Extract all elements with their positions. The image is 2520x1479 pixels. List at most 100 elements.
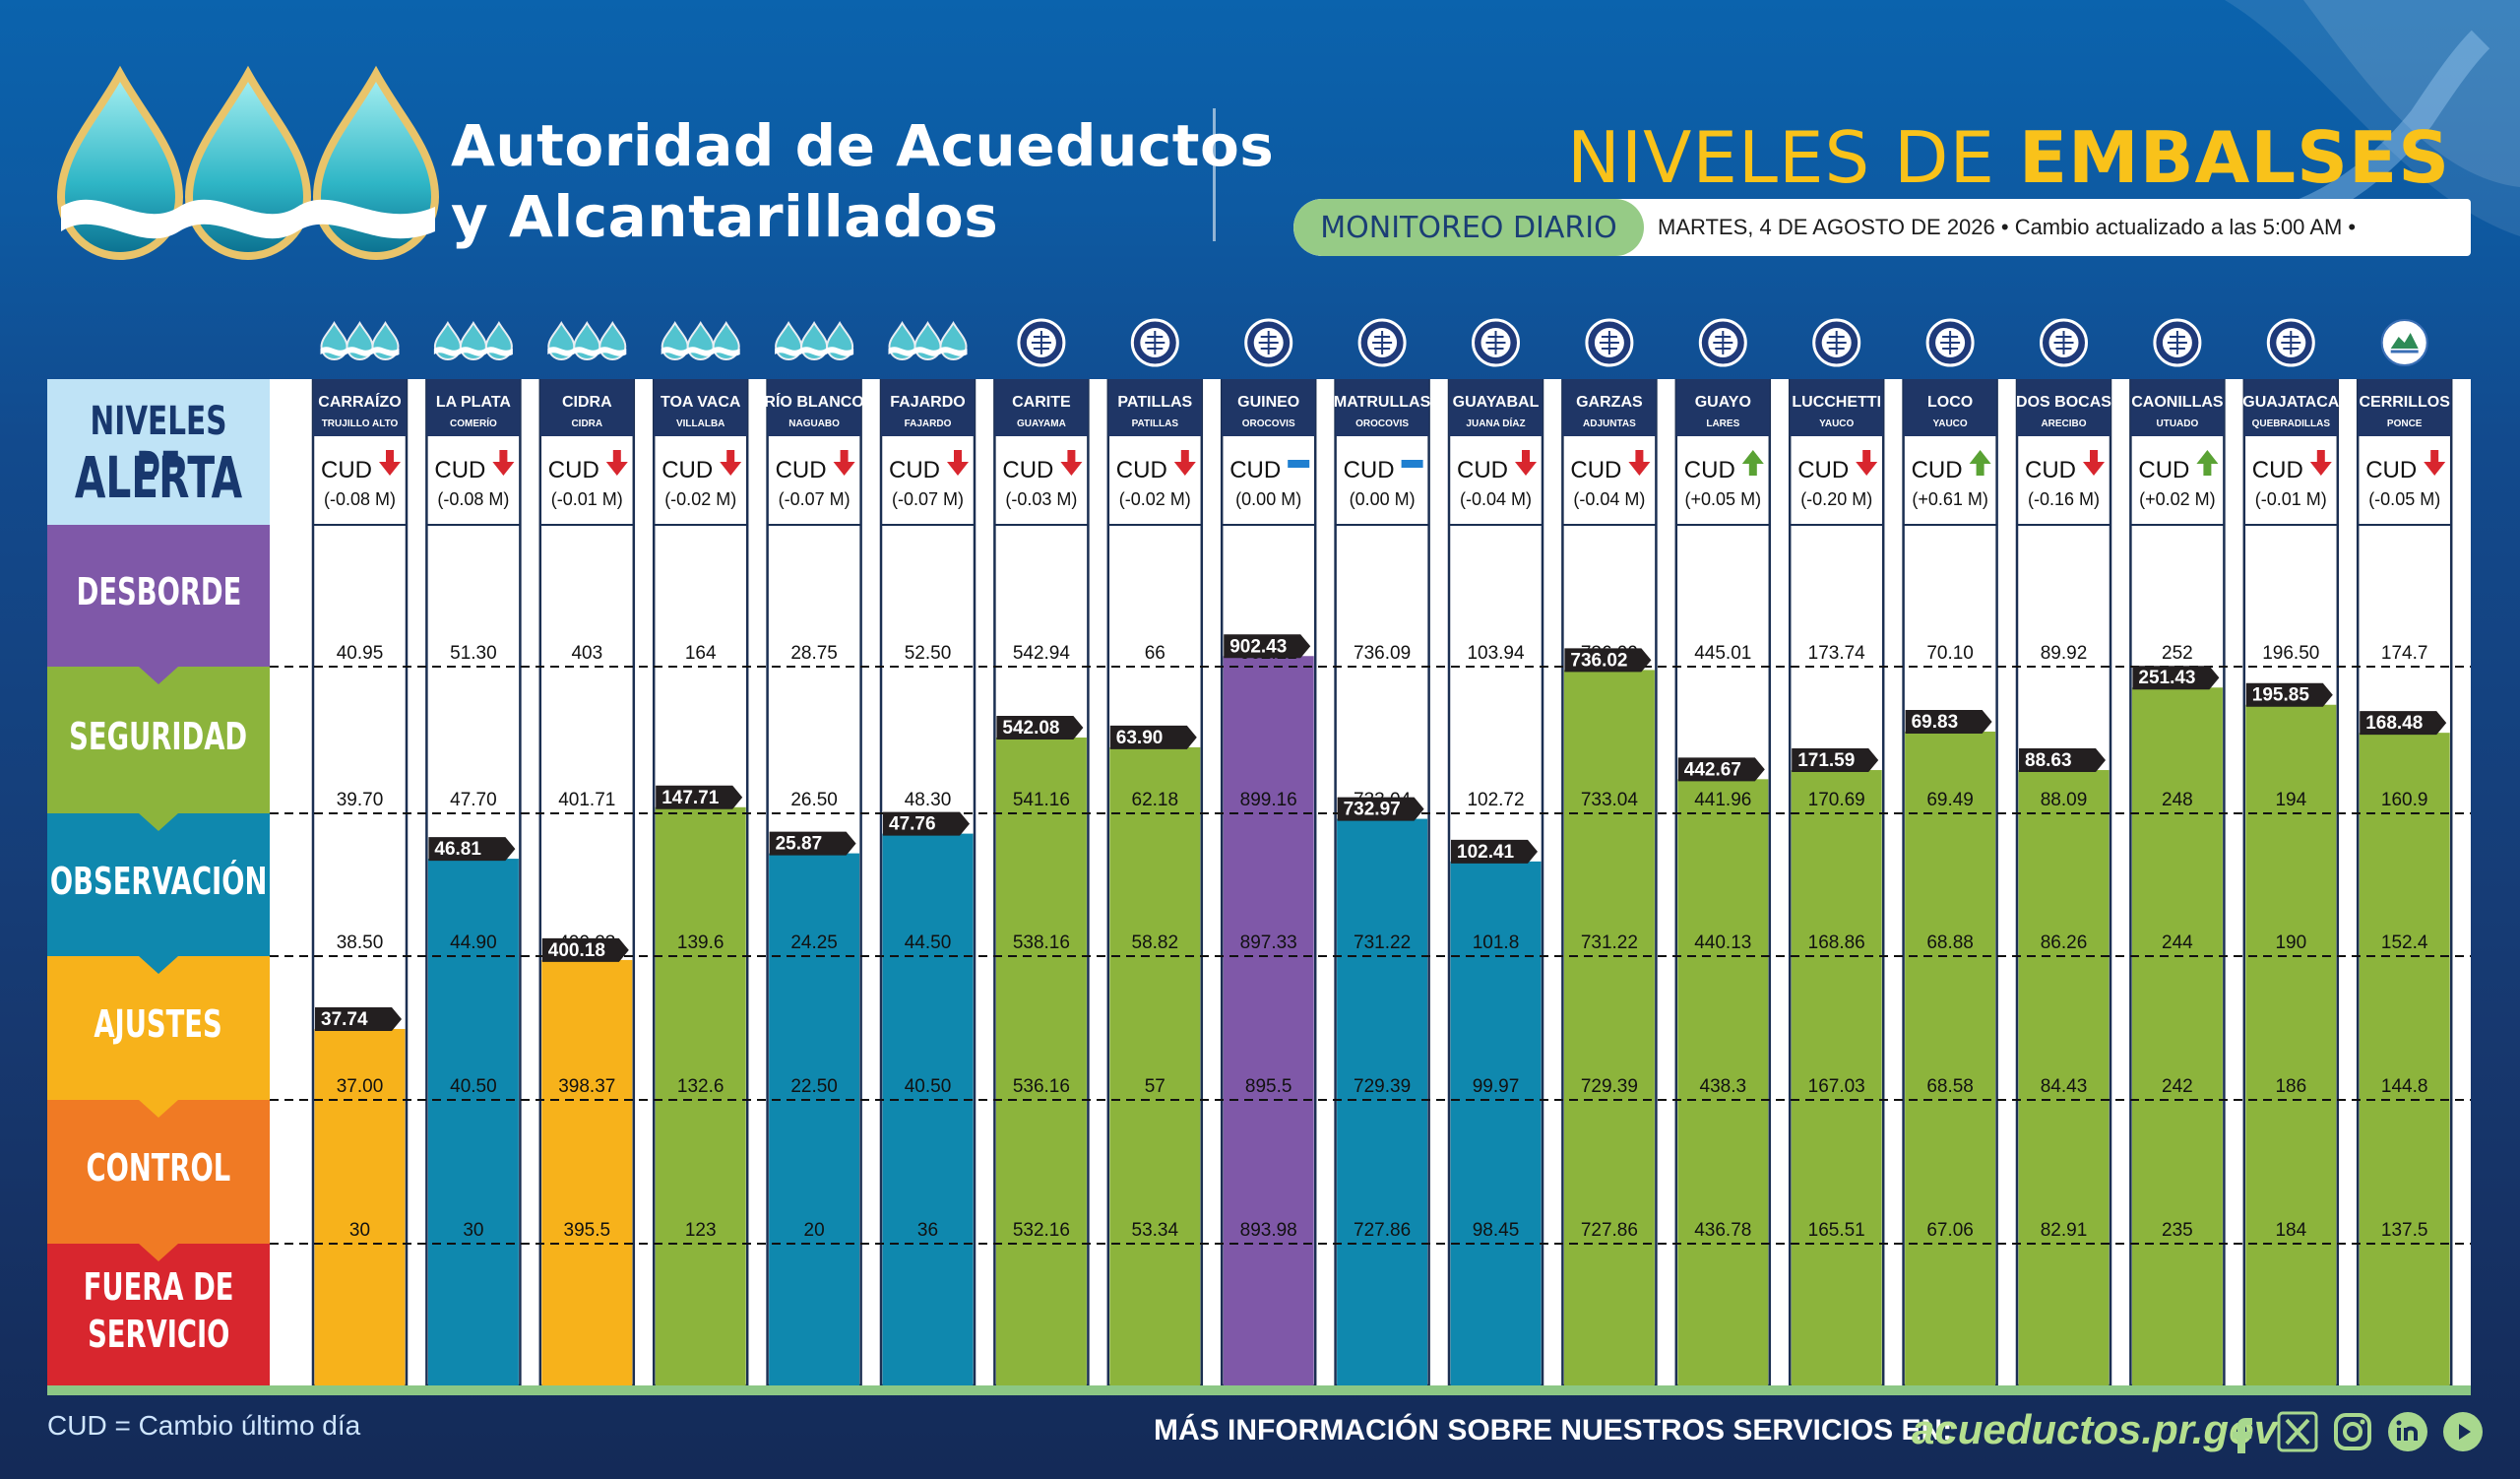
threshold-label-seguridad: 733.04 xyxy=(1581,790,1639,810)
threshold-label-desborde: 445.01 xyxy=(1694,643,1751,664)
trend-down-icon xyxy=(833,450,855,476)
instagram-icon[interactable] xyxy=(2331,1410,2374,1453)
alert-level-label: CONTROL xyxy=(86,1146,231,1190)
reservoir-name: LOCO xyxy=(1927,394,1973,411)
level-bar xyxy=(2245,704,2337,1385)
level-value: 171.59 xyxy=(1797,750,1855,771)
threshold-label-desborde: 164 xyxy=(685,643,717,664)
aee-seal-icon xyxy=(1585,318,1634,367)
threshold-label-seguridad: 194 xyxy=(2275,790,2306,810)
threshold-label-observacion: 101.8 xyxy=(1473,932,1520,953)
threshold-label-ajustes: 132.6 xyxy=(677,1076,724,1097)
alert-level-desborde: DESBORDE xyxy=(47,525,270,684)
reservoir-column: GUAYABAL JUANA DÍAZ CUD (-0.04 M) 103.94 102.… xyxy=(1447,379,1544,1385)
threshold-label-desborde: 103.94 xyxy=(1467,643,1525,664)
threshold-label-ajustes: 57 xyxy=(1145,1076,1166,1097)
reservoir-municipality: JUANA DÍAZ xyxy=(1466,417,1525,429)
alert-level-arrow xyxy=(139,1100,178,1118)
alert-legend-heading: NIVELES DE ALERTA xyxy=(47,379,270,525)
level-bar xyxy=(995,737,1087,1385)
facebook-icon[interactable] xyxy=(2221,1410,2264,1453)
threshold-label-ajustes: 895.5 xyxy=(1245,1076,1292,1097)
threshold-label-ajustes: 186 xyxy=(2275,1076,2306,1097)
cud-label: CUD xyxy=(1797,457,1849,483)
trend-down-icon xyxy=(492,450,515,476)
level-value: 902.43 xyxy=(1229,636,1287,657)
reservoir-header xyxy=(2017,379,2110,436)
reservoir-header xyxy=(1449,379,1543,436)
alert-level-arrow xyxy=(139,1244,178,1261)
threshold-label-ajustes: 144.8 xyxy=(2381,1076,2428,1097)
threshold-label-desborde: 403 xyxy=(571,643,602,664)
threshold-label-control: 53.34 xyxy=(1132,1220,1179,1241)
level-tag xyxy=(315,1006,402,1031)
change-value: (+0.05 M) xyxy=(1685,489,1762,509)
threshold-label-control: 235 xyxy=(2162,1220,2193,1241)
threshold-label-control: 727.86 xyxy=(1354,1220,1411,1241)
reservoir-header xyxy=(539,379,634,436)
threshold-label-control: 82.91 xyxy=(2041,1220,2088,1241)
trend-down-icon xyxy=(1173,450,1196,476)
cud-note: CUD = Cambio último día xyxy=(47,1410,361,1441)
threshold-label-control: 98.45 xyxy=(1473,1220,1520,1241)
level-value: 88.63 xyxy=(2025,750,2072,771)
trend-down-icon xyxy=(1515,450,1537,476)
reservoir-municipality: GUAYAMA xyxy=(1017,418,1066,429)
reservoir-column: CARITE GUAYAMA CUD (-0.03 M) 542.94 541.16 538… xyxy=(993,379,1090,1385)
linkedin-icon[interactable] xyxy=(2386,1410,2429,1453)
threshold-label-ajustes: 40.50 xyxy=(450,1076,497,1097)
cud-label: CUD xyxy=(1344,457,1395,483)
reservoir-municipality: PONCE xyxy=(2387,418,2423,429)
threshold-label-control: 20 xyxy=(804,1220,825,1241)
x-icon[interactable] xyxy=(2276,1410,2319,1453)
threshold-label-observacion: 244 xyxy=(2162,932,2193,953)
change-value: (-0.04 M) xyxy=(1460,489,1532,509)
level-tag xyxy=(1224,634,1311,659)
cud-label: CUD xyxy=(2025,457,2076,483)
reservoir-municipality: TRUJILLO ALTO xyxy=(322,418,399,429)
trend-flat-icon xyxy=(1401,460,1423,468)
reservoir-name: GARZAS xyxy=(1576,394,1643,411)
threshold-label-desborde: 70.10 xyxy=(1926,643,1974,664)
cud-label: CUD xyxy=(1912,457,1963,483)
reservoir-municipality: VILLALBA xyxy=(676,418,724,429)
threshold-label-seguridad: 899.16 xyxy=(1240,790,1297,810)
change-value: (+0.61 M) xyxy=(1912,489,1988,509)
level-bar xyxy=(2018,770,2110,1385)
threshold-label-ajustes: 68.58 xyxy=(1926,1076,1974,1097)
threshold-label-ajustes: 40.50 xyxy=(905,1076,952,1097)
aee-seal-icon xyxy=(1357,318,1407,367)
reservoir-name: LUCCHETTI xyxy=(1792,394,1881,411)
reservoir-name: PATILLAS xyxy=(1117,394,1192,411)
threshold-label-control: 67.06 xyxy=(1926,1220,1974,1241)
youtube-icon[interactable] xyxy=(2441,1410,2485,1453)
alert-heading-line-2: ALERTA xyxy=(74,444,243,511)
level-tag xyxy=(656,785,743,809)
reservoir-icons-row xyxy=(320,318,2428,367)
website-link[interactable]: acueductos.pr.gov xyxy=(1912,1406,2278,1452)
threshold-label-ajustes: 398.37 xyxy=(558,1076,615,1097)
level-tag xyxy=(1905,709,1992,734)
aaa-drops-icon xyxy=(775,321,854,360)
threshold-label-desborde: 66 xyxy=(1145,643,1166,664)
change-value: (-0.05 M) xyxy=(2368,489,2440,509)
threshold-label-observacion: 86.26 xyxy=(2041,932,2088,953)
reservoir-municipality: QUEBRADILLAS xyxy=(2252,418,2331,429)
alert-level-label: AJUSTES xyxy=(94,1002,223,1046)
cud-label: CUD xyxy=(2138,457,2189,483)
change-value: (+0.02 M) xyxy=(2139,489,2216,509)
level-tag xyxy=(2019,748,2106,773)
cud-label: CUD xyxy=(1457,457,1508,483)
reservoir-column: CERRILLOS PONCE CUD (-0.05 M) 174.7 160.9 152.… xyxy=(2356,379,2453,1385)
reservoir-name: CARITE xyxy=(1012,394,1071,411)
reservoir-name: CARRAÍZO xyxy=(318,392,401,411)
threshold-label-observacion: 731.22 xyxy=(1581,932,1638,953)
level-tag xyxy=(1792,748,1879,773)
alert-level-seguridad: SEGURIDAD xyxy=(47,667,270,831)
level-bar xyxy=(655,806,746,1385)
level-value: 102.41 xyxy=(1457,842,1515,863)
threshold-label-observacion: 190 xyxy=(2275,932,2306,953)
reservoir-header xyxy=(313,379,407,436)
reservoir-column: LA PLATA COMERÍO CUD (-0.08 M) 51.30 47.70 44.… xyxy=(425,379,522,1385)
